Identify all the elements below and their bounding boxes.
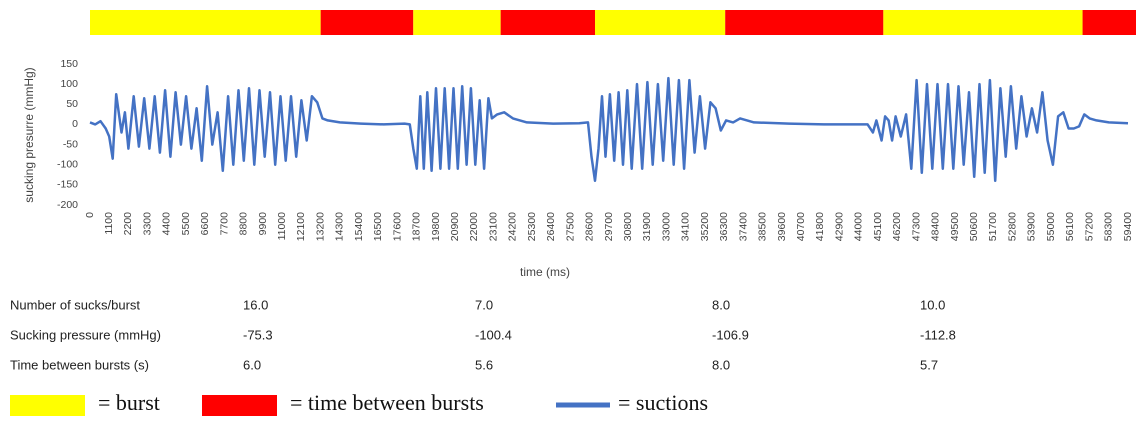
- x-tick-label: 4400: [161, 212, 173, 236]
- x-tick-label: 26400: [545, 212, 557, 241]
- phase-band: [320, 10, 414, 35]
- x-tick-label: 13200: [314, 212, 326, 241]
- table-cell: 10.0: [920, 297, 945, 312]
- x-tick-label: 51700: [987, 212, 999, 241]
- legend-label: = suctions: [618, 390, 708, 415]
- phase-band: [90, 10, 321, 35]
- phase-band: [500, 10, 596, 35]
- x-axis-title: time (ms): [520, 265, 570, 279]
- x-tick-label: 36300: [718, 212, 730, 241]
- x-tick-label: 45100: [872, 212, 884, 241]
- x-tick-label: 30800: [622, 212, 634, 241]
- x-tick-label: 22000: [468, 212, 480, 241]
- x-tick-label: 15400: [353, 212, 365, 241]
- phase-band: [1082, 10, 1136, 35]
- table-cell: 6.0: [243, 357, 261, 372]
- x-tick-label: 53900: [1026, 212, 1038, 241]
- table-cell: 5.6: [475, 357, 493, 372]
- x-tick-label: 46200: [891, 212, 903, 241]
- x-tick-label: 29700: [603, 212, 615, 241]
- legend-swatch: [202, 395, 277, 416]
- table-cell: 8.0: [712, 297, 730, 312]
- x-tick-label: 28600: [584, 212, 596, 241]
- x-tick-label: 41800: [814, 212, 826, 241]
- x-tick-label: 19800: [430, 212, 442, 241]
- x-tick-label: 42900: [833, 212, 845, 241]
- y-tick-label: -200: [57, 199, 78, 211]
- data-line: [89, 76, 1129, 183]
- x-tick-label: 16500: [372, 212, 384, 241]
- phase-band: [595, 10, 726, 35]
- x-tick-label: 12100: [295, 212, 307, 241]
- x-tick-label: 40700: [795, 212, 807, 241]
- y-tick-label: -150: [57, 179, 78, 191]
- x-tick-label: 56100: [1064, 212, 1076, 241]
- x-tick-label: 25300: [526, 212, 538, 241]
- x-tick-label: 33000: [660, 212, 672, 241]
- legend-swatch: [10, 395, 85, 416]
- x-tick-label: 20900: [449, 212, 461, 241]
- phase-band: [413, 10, 501, 35]
- x-tick-label: 52800: [1006, 212, 1018, 241]
- x-tick-label: 58300: [1103, 212, 1115, 241]
- y-tick-label: 100: [60, 78, 78, 90]
- phase-band: [725, 10, 884, 35]
- table-cell: -100.4: [475, 327, 512, 342]
- x-tick-label: 49500: [949, 212, 961, 241]
- x-tick-label: 59400: [1122, 212, 1134, 241]
- table-cell: -112.8: [920, 327, 956, 342]
- x-tick-label: 17600: [391, 212, 403, 241]
- x-tick-label: 11000: [276, 212, 288, 241]
- y-axis-title: sucking presurre (mmHg): [22, 67, 36, 202]
- x-tick-label: 35200: [699, 212, 711, 241]
- x-tick-label: 6600: [199, 212, 211, 236]
- row-label: Time between bursts (s): [10, 357, 149, 372]
- x-tick-label: 39600: [776, 212, 788, 241]
- table-cell: -106.9: [712, 327, 749, 342]
- table-cell: 7.0: [475, 297, 493, 312]
- y-tick-label: -50: [63, 138, 78, 150]
- x-tick-label: 0: [84, 212, 96, 218]
- x-tick-label: 5500: [180, 212, 192, 236]
- x-tick-label: 47300: [910, 212, 922, 241]
- legend-label: = burst: [98, 390, 160, 415]
- y-tick-label: -100: [57, 158, 78, 170]
- x-tick-label: 27500: [564, 212, 576, 241]
- x-tick-label: 34100: [680, 212, 692, 241]
- x-tick-label: 24200: [507, 212, 519, 241]
- row-label: Sucking pressure (mmHg): [10, 327, 161, 342]
- phase-band: [883, 10, 1083, 35]
- y-tick-label: 50: [66, 98, 78, 110]
- table-cell: 5.7: [920, 357, 938, 372]
- x-tick-label: 9900: [257, 212, 269, 236]
- x-tick-label: 31900: [641, 212, 653, 241]
- x-tick-label: 2200: [122, 212, 134, 236]
- x-tick-label: 14300: [334, 212, 346, 241]
- x-tick-label: 23100: [487, 212, 499, 241]
- x-tick-label: 44000: [853, 212, 865, 241]
- table-cell: 16.0: [243, 297, 268, 312]
- legend-label: = time between bursts: [290, 390, 484, 415]
- y-tick-label: 0: [72, 118, 78, 130]
- x-tick-label: 7700: [218, 212, 230, 236]
- x-tick-label: 3300: [141, 212, 153, 236]
- x-tick-label: 8800: [238, 212, 250, 236]
- x-tick-label: 38500: [757, 212, 769, 241]
- x-tick-label: 1100: [103, 212, 115, 235]
- x-tick-label: 57200: [1083, 212, 1095, 241]
- x-tick-label: 50600: [968, 212, 980, 241]
- x-tick-label: 18700: [411, 212, 423, 241]
- x-tick-label: 55000: [1045, 212, 1057, 241]
- table-cell: -75.3: [243, 327, 273, 342]
- y-tick-label: 150: [60, 58, 78, 70]
- table-cell: 8.0: [712, 357, 730, 372]
- row-label: Number of sucks/burst: [10, 297, 140, 312]
- x-tick-label: 37400: [737, 212, 749, 241]
- x-tick-label: 48400: [930, 212, 942, 241]
